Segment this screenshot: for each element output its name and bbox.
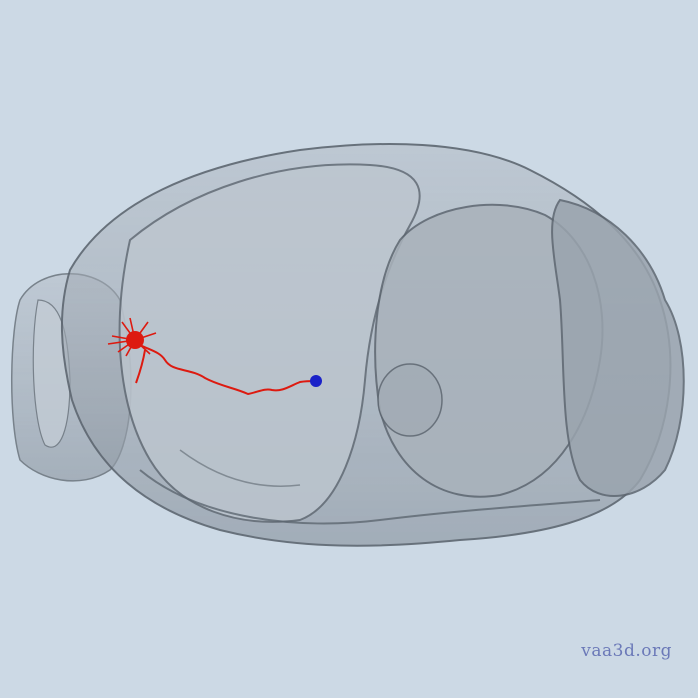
- axon-branch[interactable]: [135, 349, 146, 384]
- neuron-trace[interactable]: [107, 317, 322, 396]
- watermark-text: vaa3d.org: [581, 641, 672, 661]
- cerebellum: [551, 198, 685, 497]
- cortex-shell: [118, 163, 421, 523]
- brain-mesh-icon: [10, 143, 685, 547]
- ventral-ridge: [139, 469, 601, 525]
- thalamus: [377, 363, 443, 437]
- axon[interactable]: [139, 344, 317, 396]
- arbor-core[interactable]: [126, 331, 144, 349]
- ventral-contour: [179, 449, 301, 487]
- neuron-soma[interactable]: [310, 375, 322, 387]
